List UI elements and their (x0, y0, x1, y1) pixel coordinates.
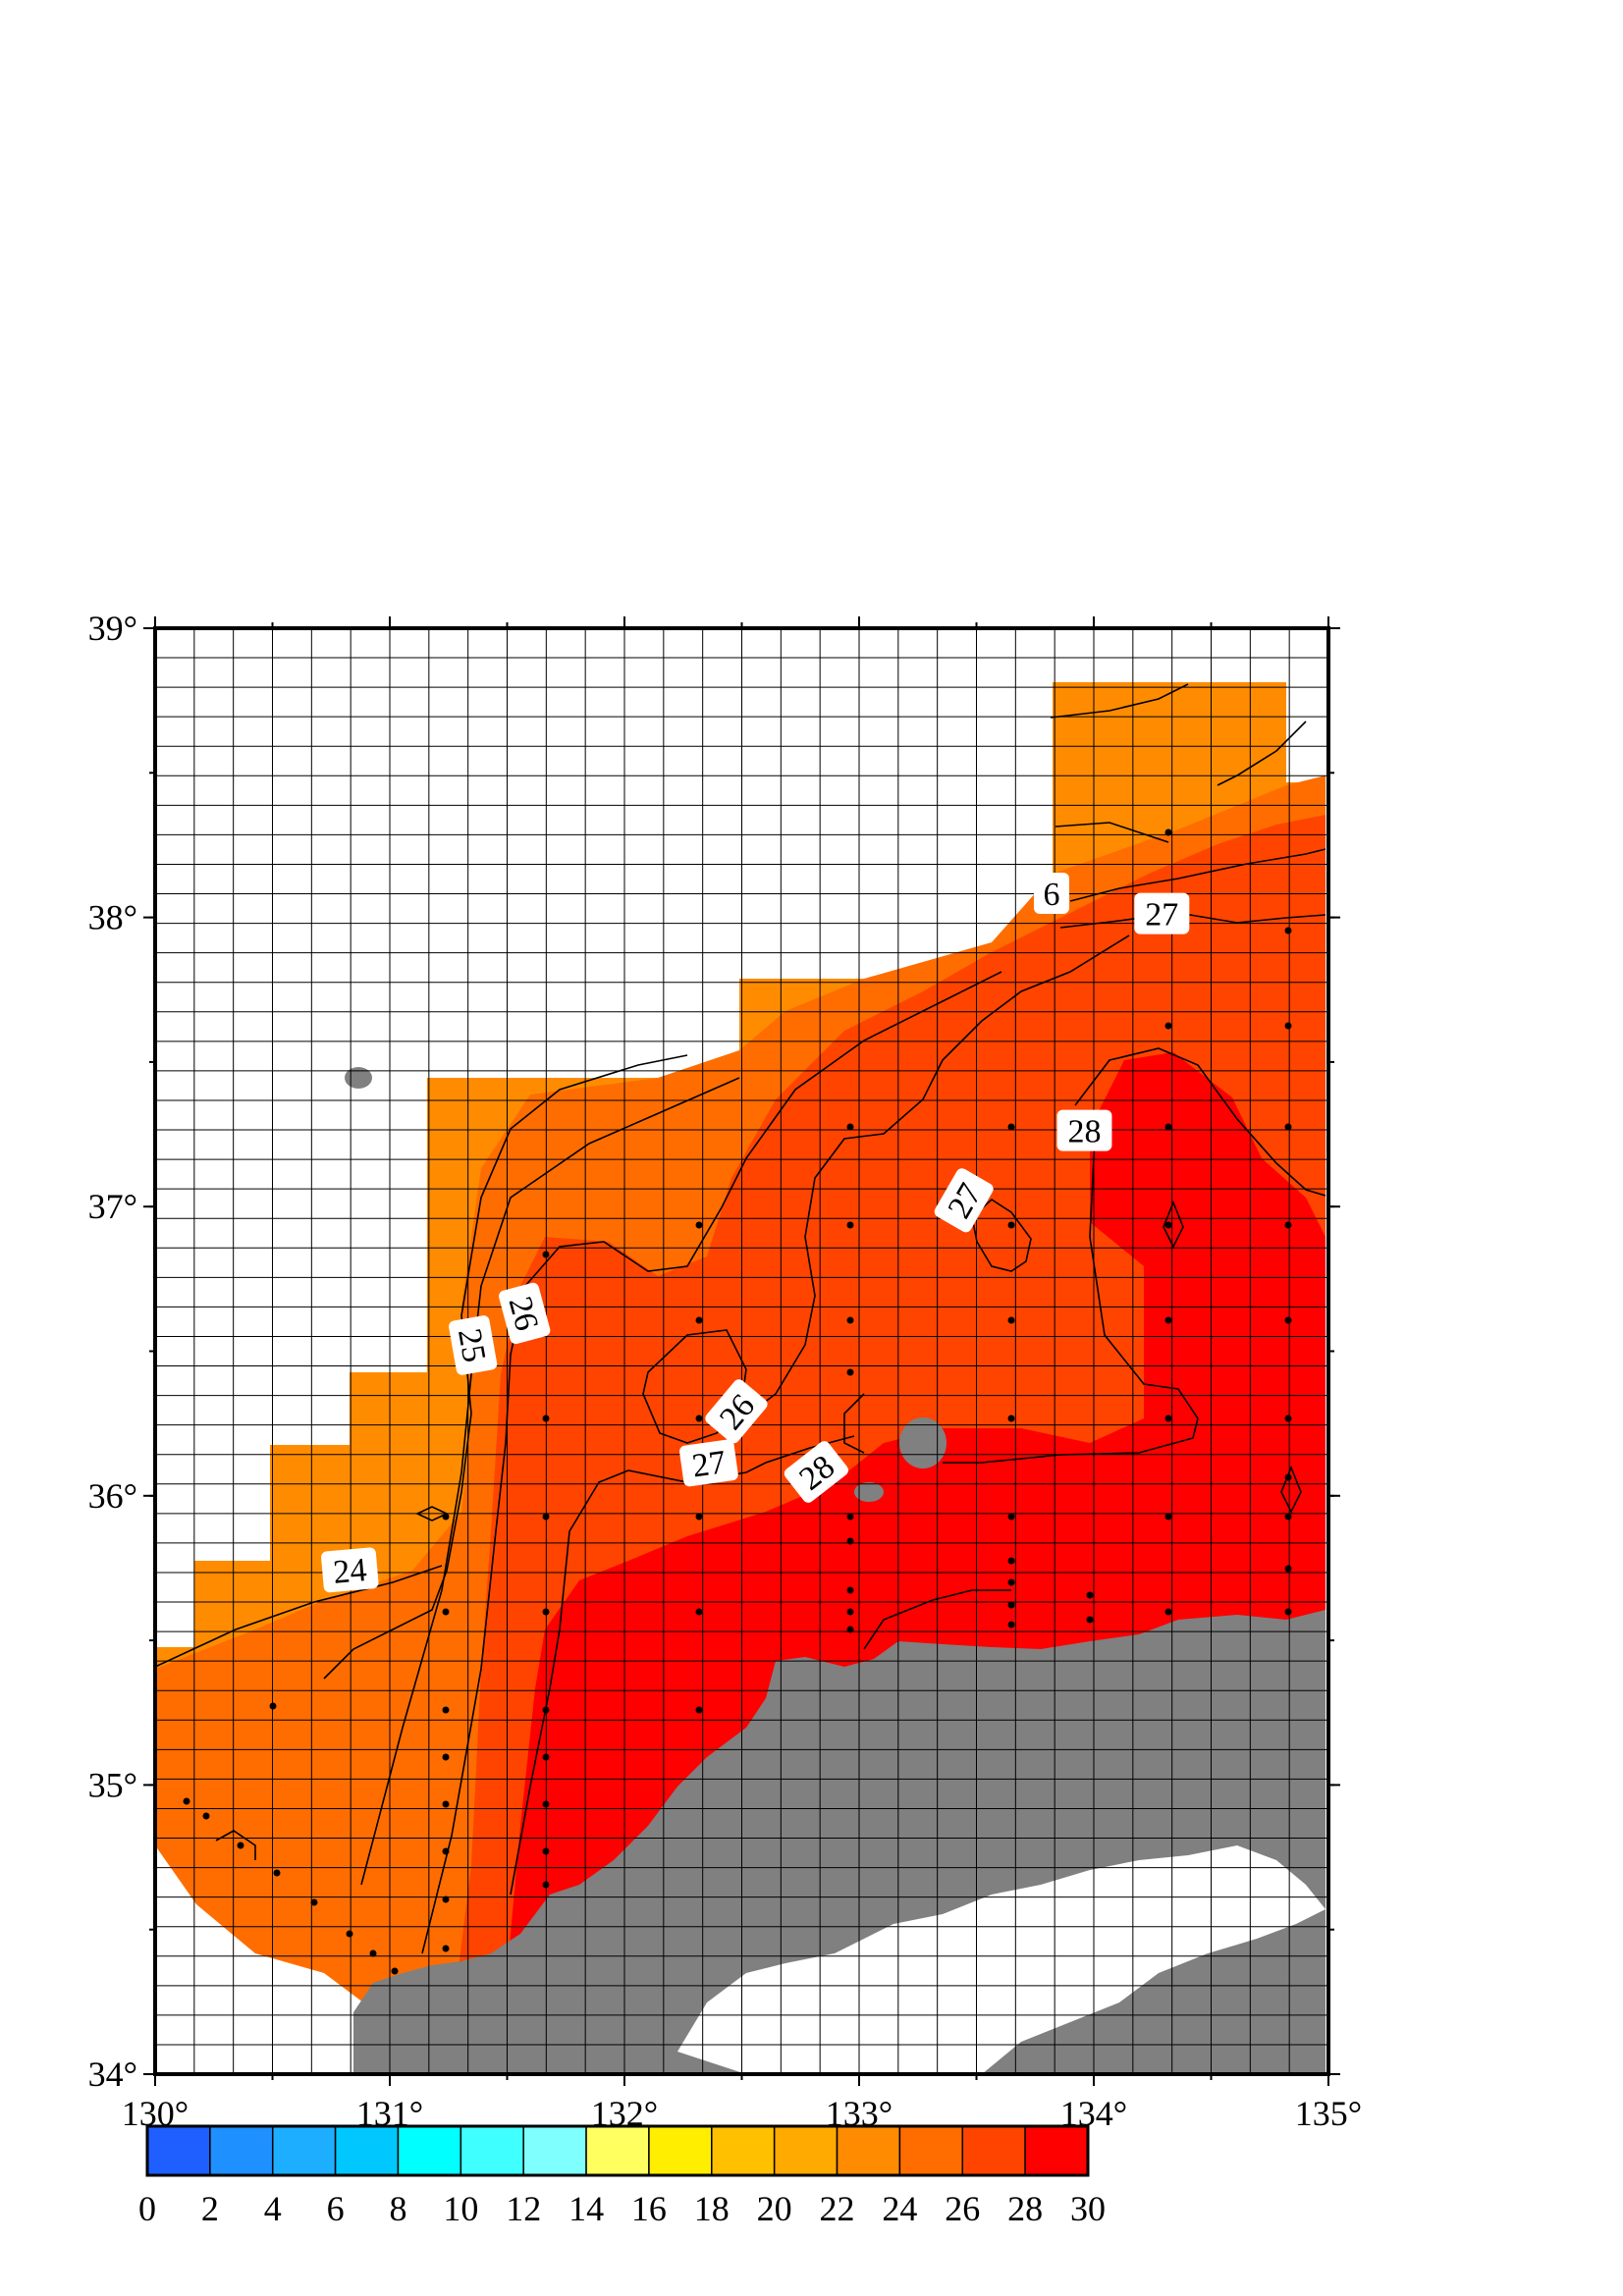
y-tick-label: 37° (88, 1187, 137, 1226)
colorbar-swatch (585, 2125, 650, 2176)
colorbar-tick-label: 22 (820, 2189, 855, 2228)
svg-text:28: 28 (1067, 1114, 1101, 1150)
colorbar-swatch (522, 2125, 587, 2176)
y-tick-label: 35° (88, 1765, 137, 1804)
y-tick-label: 36° (88, 1476, 137, 1516)
contour-label: 28 (1056, 1109, 1112, 1151)
colorbar-tick-label: 16 (631, 2189, 667, 2228)
inland-sea (677, 1845, 1325, 2074)
svg-text:24: 24 (332, 1552, 368, 1591)
x-tick-label: 135° (1295, 2094, 1362, 2133)
svg-text:27: 27 (1145, 897, 1178, 934)
colorbar-swatch (836, 2125, 901, 2176)
graticule-grid (155, 628, 1328, 2074)
island-dozen (854, 1482, 884, 1502)
svg-text:27: 27 (690, 1444, 729, 1484)
colorbar-tick-label: 24 (882, 2189, 917, 2228)
axis-ticks (143, 616, 1340, 2086)
colorbar-tick-label: 8 (389, 2189, 406, 2228)
contour-label: 27 (1134, 892, 1190, 934)
island-takeshima (345, 1067, 372, 1089)
colorbar-swatch (961, 2125, 1026, 2176)
colorbar-tick-label: 14 (568, 2189, 604, 2228)
y-tick-label: 38° (88, 898, 137, 937)
colorbar-tick-label: 6 (327, 2189, 345, 2228)
land-shikoku (982, 1914, 1325, 2074)
colorbar: 0 2 4 6 8 10 12 14 16 18 20 22 24 26 28 30 (138, 2124, 1106, 2228)
colorbar-swatch (1024, 2125, 1089, 2176)
contour-label: 6 (1033, 873, 1069, 915)
colorbar-swatch (648, 2125, 713, 2176)
colorbar-swatch (711, 2125, 776, 2176)
island-oki (899, 1417, 947, 1468)
contour-label: 24 (321, 1547, 379, 1593)
colorbar-tick-label: 2 (201, 2189, 219, 2228)
axis-tick-labels: 130° 131° 132° 133° 134° 135°34°35°36°37°38°3… (88, 609, 1363, 2133)
colorbar-swatch (271, 2125, 337, 2176)
contour-label: 27 (679, 1439, 738, 1487)
colorbar-tick-label: 20 (757, 2189, 792, 2228)
colorbar-swatch (146, 2125, 211, 2176)
colorbar-tick-label: 18 (694, 2189, 730, 2228)
colorbar-tick-label: 0 (138, 2189, 156, 2228)
station-points (183, 828, 1292, 1975)
colorbar-swatch (773, 2125, 839, 2176)
contour-label: 25 (449, 1315, 498, 1375)
colorbar-tick-label: 12 (506, 2189, 541, 2228)
y-tick-label: 39° (88, 609, 137, 648)
contour-label: 26 (499, 1282, 551, 1345)
no-data-areas (155, 1561, 383, 2074)
svg-text:6: 6 (1043, 877, 1059, 913)
colorbar-swatch (334, 2125, 400, 2176)
colorbar-swatch (397, 2125, 462, 2176)
colorbar-swatch (898, 2125, 964, 2176)
colorbar-tick-label: 10 (443, 2189, 478, 2228)
colorbar-tick-label: 26 (945, 2189, 980, 2228)
colorbar-tick-label: 28 (1007, 2189, 1043, 2228)
colorbar-swatch (209, 2125, 274, 2176)
y-tick-label: 34° (88, 2055, 137, 2094)
svg-text:25: 25 (451, 1326, 492, 1365)
colorbar-tick-label: 30 (1070, 2189, 1106, 2228)
colorbar-swatch (460, 2125, 524, 2176)
island-shimane (832, 1674, 867, 1687)
colorbar-tick-label: 4 (264, 2189, 282, 2228)
